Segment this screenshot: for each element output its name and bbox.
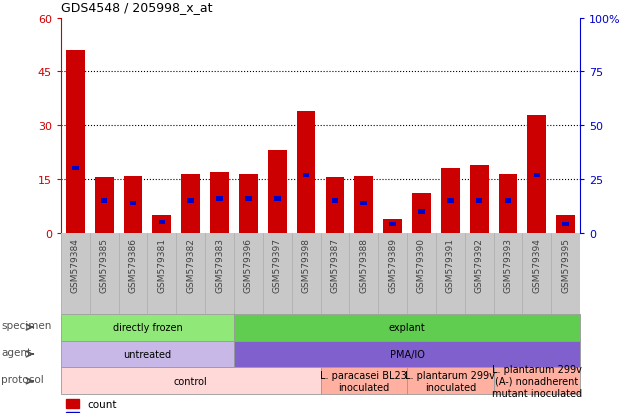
Text: GSM579398: GSM579398 bbox=[301, 237, 311, 292]
Text: protocol: protocol bbox=[1, 374, 44, 384]
Bar bbox=[101, 199, 108, 203]
Text: GSM579381: GSM579381 bbox=[157, 237, 167, 292]
Bar bbox=[158, 221, 165, 225]
Text: GSM579385: GSM579385 bbox=[99, 237, 109, 292]
Bar bbox=[562, 223, 569, 227]
Bar bbox=[499, 174, 517, 233]
Bar bbox=[268, 151, 287, 233]
Bar bbox=[556, 216, 575, 233]
Bar bbox=[239, 174, 258, 233]
Bar bbox=[389, 223, 396, 227]
Text: GSM579395: GSM579395 bbox=[561, 237, 570, 292]
Bar bbox=[331, 199, 338, 203]
Legend: count, percentile rank within the sample: count, percentile rank within the sample bbox=[66, 399, 263, 413]
Bar bbox=[210, 173, 229, 233]
Text: control: control bbox=[174, 376, 208, 386]
Bar bbox=[360, 201, 367, 205]
Text: GSM579393: GSM579393 bbox=[503, 237, 513, 292]
Bar bbox=[441, 169, 460, 233]
Bar bbox=[533, 173, 540, 178]
Bar bbox=[504, 199, 512, 203]
Text: L. plantarum 299v
inoculated: L. plantarum 299v inoculated bbox=[405, 370, 495, 392]
Text: L. plantarum 299v
(A-) nonadherent
mutant inoculated: L. plantarum 299v (A-) nonadherent mutan… bbox=[492, 364, 582, 398]
Bar bbox=[95, 178, 113, 233]
Text: untreated: untreated bbox=[123, 349, 172, 359]
Text: GSM579391: GSM579391 bbox=[445, 237, 455, 292]
Text: GSM579390: GSM579390 bbox=[417, 237, 426, 292]
Text: GDS4548 / 205998_x_at: GDS4548 / 205998_x_at bbox=[61, 2, 212, 14]
Bar bbox=[303, 173, 310, 178]
Bar bbox=[476, 199, 483, 203]
Bar bbox=[153, 216, 171, 233]
Text: L. paracasei BL23
inoculated: L. paracasei BL23 inoculated bbox=[320, 370, 407, 392]
Bar bbox=[245, 197, 252, 201]
Text: GSM579382: GSM579382 bbox=[186, 237, 196, 292]
Text: GSM579388: GSM579388 bbox=[359, 237, 369, 292]
Text: explant: explant bbox=[388, 322, 426, 332]
Bar bbox=[528, 115, 546, 233]
Bar bbox=[418, 210, 425, 214]
Bar bbox=[181, 174, 200, 233]
Text: directly frozen: directly frozen bbox=[113, 322, 182, 332]
Text: specimen: specimen bbox=[1, 320, 52, 330]
Bar bbox=[187, 199, 194, 203]
Text: GSM579384: GSM579384 bbox=[71, 237, 80, 292]
Text: GSM579387: GSM579387 bbox=[330, 237, 340, 292]
Text: GSM579386: GSM579386 bbox=[128, 237, 138, 292]
Bar bbox=[72, 167, 79, 171]
Bar bbox=[383, 219, 402, 233]
Bar bbox=[66, 51, 85, 233]
Bar bbox=[216, 197, 223, 201]
Text: GSM579396: GSM579396 bbox=[244, 237, 253, 292]
Text: GSM579397: GSM579397 bbox=[272, 237, 282, 292]
Text: GSM579392: GSM579392 bbox=[474, 237, 484, 292]
Text: GSM579389: GSM579389 bbox=[388, 237, 397, 292]
Bar bbox=[274, 197, 281, 201]
Bar bbox=[354, 176, 373, 233]
Bar bbox=[124, 176, 142, 233]
Bar bbox=[129, 201, 137, 205]
Bar bbox=[326, 178, 344, 233]
Text: GSM579394: GSM579394 bbox=[532, 237, 542, 292]
Bar bbox=[447, 199, 454, 203]
Text: agent: agent bbox=[1, 347, 31, 357]
Text: GSM579383: GSM579383 bbox=[215, 237, 224, 292]
Bar bbox=[470, 165, 488, 233]
Text: PMA/IO: PMA/IO bbox=[390, 349, 424, 359]
Bar bbox=[412, 194, 431, 233]
Bar bbox=[297, 112, 315, 233]
